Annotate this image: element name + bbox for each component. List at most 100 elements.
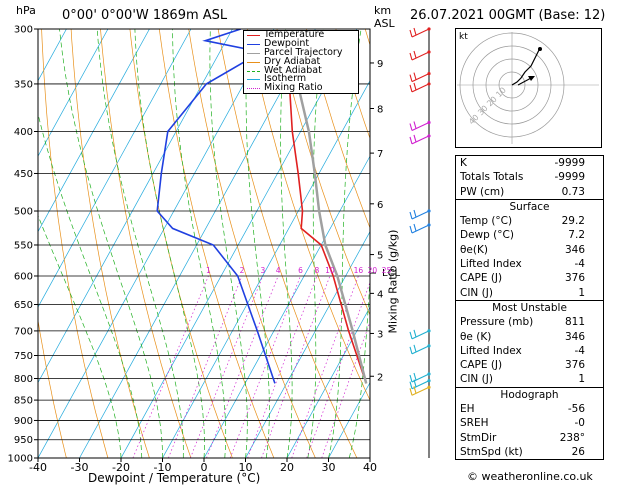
legend-label: Parcel Trajectory xyxy=(264,46,343,58)
legend: Temperature Dewpoint Parcel Trajectory Dry … xyxy=(243,30,359,94)
index-row: StmDir 238° xyxy=(456,431,603,445)
isotherm-line xyxy=(120,29,358,458)
isotherm-line xyxy=(79,29,316,458)
altitude-km-tick-label: 4 xyxy=(377,289,383,300)
index-row: Lifted Index -4 xyxy=(456,257,603,271)
index-value: 26 xyxy=(571,445,585,458)
legend-swatch xyxy=(247,88,260,90)
hpa-unit-label: hPa xyxy=(16,4,36,17)
legend-label: Isotherm xyxy=(264,73,307,85)
pressure-tick-label: 650 xyxy=(14,300,33,311)
index-row: Temp (°C) 29.2 xyxy=(456,214,603,228)
isotherm-line xyxy=(38,29,109,157)
copyright-label: © weatheronline.co.uk xyxy=(467,470,593,483)
index-row: SREH -0 xyxy=(456,416,603,430)
dry-adiabat-line xyxy=(305,29,370,229)
legend-item: Dewpoint xyxy=(244,39,358,49)
index-value: -56 xyxy=(567,403,585,416)
mixing-ratio-label: 16 xyxy=(354,266,364,275)
altitude-km-tick-label: 3 xyxy=(377,329,383,340)
isotherm-line xyxy=(328,381,370,458)
mixing-ratio-line xyxy=(168,275,243,458)
temperature-line xyxy=(288,83,367,384)
pressure-tick-label: 600 xyxy=(14,271,33,282)
wind-barb xyxy=(411,224,430,234)
mixing-ratio-line xyxy=(190,275,264,458)
index-value: 346 xyxy=(564,243,585,256)
altitude-km-tick-label: 2 xyxy=(377,372,383,383)
pressure-tick-label: 900 xyxy=(14,416,33,427)
hodograph-unit-label: kt xyxy=(459,32,468,42)
isotherm-line xyxy=(38,29,67,82)
index-value: 238° xyxy=(559,431,585,444)
pressure-tick-label: 800 xyxy=(14,374,33,385)
index-value: 376 xyxy=(564,359,585,372)
index-row: Lifted Index -4 xyxy=(456,344,603,358)
pressure-tick-label: 300 xyxy=(14,25,33,36)
index-value: 0.73 xyxy=(561,185,585,198)
wet-adiabat-line xyxy=(38,112,143,458)
index-row: PW (cm) 0.73 xyxy=(456,185,603,199)
temperature-tick-label: 40 xyxy=(363,461,377,474)
index-value: 376 xyxy=(564,272,585,285)
lcl-label: LCL xyxy=(382,268,401,279)
index-name: StmSpd (kt) xyxy=(460,445,523,458)
index-name: CIN (J) xyxy=(460,373,493,386)
pressure-tick-label: 700 xyxy=(14,326,33,337)
pressure-tick-label: 750 xyxy=(14,351,33,362)
index-name: θe (K) xyxy=(460,330,492,343)
legend-item: Mixing Ratio xyxy=(244,82,358,94)
isotherm-line xyxy=(38,29,192,308)
wet-adiabat-line xyxy=(369,456,370,458)
mixing-ratio-label: 4 xyxy=(276,266,281,275)
index-row: CAPE (J) 376 xyxy=(456,358,603,372)
legend-item: Temperature xyxy=(244,30,358,40)
temperature-tick-label: -20 xyxy=(112,461,130,474)
wind-barb xyxy=(411,135,430,145)
wind-barb xyxy=(411,210,430,220)
hodograph-trace xyxy=(511,49,540,86)
pressure-tick-label: 500 xyxy=(14,207,33,218)
index-row: Totals Totals -9999 xyxy=(456,170,603,184)
legend-swatch xyxy=(247,70,260,72)
dry-adiabat-line xyxy=(600,29,629,458)
legend-item: Wet Adiabat xyxy=(244,64,358,76)
asl-label: ASL xyxy=(374,17,395,30)
legend-label: Dry Adiabat xyxy=(264,55,321,67)
isotherm-line xyxy=(162,80,370,458)
temperature-tick-label: -40 xyxy=(29,461,47,474)
legend-item: Parcel Trajectory xyxy=(244,46,358,58)
legend-item: Isotherm xyxy=(244,73,358,85)
index-row: StmSpd (kt) 26 xyxy=(456,445,603,459)
temperature-tick-label: 10 xyxy=(239,461,253,474)
legend-label: Wet Adiabat xyxy=(264,64,322,76)
wind-barb xyxy=(411,386,430,396)
isotherm-line xyxy=(245,230,370,458)
hodograph-title: Hodograph xyxy=(456,386,603,402)
altitude-km-tick-label: 6 xyxy=(377,200,383,211)
index-name: Totals Totals xyxy=(460,171,524,184)
legend-swatch xyxy=(247,61,260,63)
wet-adiabat-line xyxy=(59,29,163,458)
pressure-tick-label: 550 xyxy=(14,240,33,251)
altitude-km-tick-label: 5 xyxy=(377,251,383,262)
mixing-ratio-label: 2 xyxy=(240,266,245,275)
legend-label: Mixing Ratio xyxy=(264,82,323,94)
mixing-ratio-line xyxy=(132,275,209,458)
index-value: -9999 xyxy=(554,171,585,184)
index-row: θe (K) 346 xyxy=(456,330,603,344)
index-name: PW (cm) xyxy=(460,185,505,198)
altitude-km-tick-label: 7 xyxy=(377,149,383,160)
temperature-tick-label: -10 xyxy=(154,461,172,474)
pressure-tick-label: 850 xyxy=(14,396,33,407)
mixing-ratio-line xyxy=(229,275,301,458)
index-name: Lifted Index xyxy=(460,258,522,271)
index-name: StmDir xyxy=(460,431,497,444)
mixing-ratio-label: 25 xyxy=(382,266,392,275)
index-value: 1 xyxy=(578,373,585,386)
index-value: 29.2 xyxy=(561,215,585,228)
location-label: 0°00' 0°00'W 1869m ASL xyxy=(62,8,228,23)
pressure-tick-label: 350 xyxy=(14,79,33,90)
